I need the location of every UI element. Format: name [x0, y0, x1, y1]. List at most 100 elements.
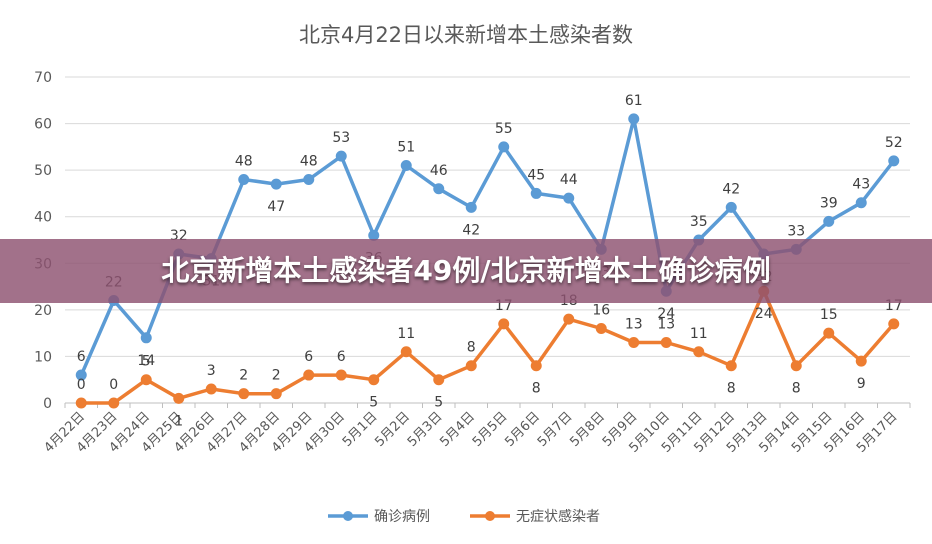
legend-marker — [485, 511, 495, 521]
x-tick-label: 5月2日 — [372, 409, 413, 450]
data-point — [595, 322, 607, 334]
data-point — [465, 360, 477, 372]
data-label: 9 — [857, 376, 866, 392]
data-labels: 6221432314847485336514642554544336124354… — [77, 93, 903, 429]
data-label: 46 — [430, 163, 448, 179]
data-label: 5 — [434, 395, 443, 411]
legend-marker — [343, 511, 353, 521]
headline-text: 北京新增本土感染者49例/北京新增本土确诊病例 — [161, 254, 771, 287]
data-label: 5 — [369, 395, 378, 411]
data-point — [725, 360, 737, 372]
x-tick-label: 5月6日 — [502, 409, 543, 450]
legend: 确诊病例 无症状感染者 — [328, 508, 600, 525]
data-label: 6 — [337, 349, 346, 365]
data-point — [368, 374, 380, 386]
data-label: 0 — [109, 377, 118, 393]
y-tick-label: 20 — [34, 303, 52, 319]
data-point — [270, 178, 282, 190]
data-point — [888, 155, 900, 167]
data-point — [303, 369, 315, 381]
data-point — [823, 215, 835, 227]
data-point — [75, 369, 87, 381]
data-point — [205, 383, 217, 395]
series-line — [81, 289, 896, 405]
data-point — [173, 392, 185, 404]
data-label: 33 — [787, 223, 805, 239]
x-tick-label: 5月7日 — [535, 409, 576, 450]
data-point — [563, 192, 575, 204]
y-tick-label: 10 — [34, 349, 52, 365]
data-point — [140, 374, 152, 386]
data-label: 55 — [495, 121, 513, 137]
data-label: 14 — [137, 353, 155, 369]
data-label: 8 — [792, 381, 801, 397]
y-tick-label: 60 — [34, 117, 52, 133]
x-tick-label: 5月5日 — [470, 409, 511, 450]
y-tick-label: 70 — [34, 70, 52, 86]
y-tick-label: 40 — [34, 210, 52, 226]
data-point — [140, 332, 152, 344]
data-label: 51 — [397, 139, 415, 155]
data-label: 2 — [239, 368, 248, 384]
data-label: 24 — [657, 306, 675, 322]
data-point — [530, 360, 542, 372]
data-point — [335, 369, 347, 381]
data-point — [725, 201, 737, 213]
data-label: 61 — [625, 93, 643, 109]
y-tick-label: 50 — [34, 163, 52, 179]
x-tick-label: 5月3日 — [405, 409, 446, 450]
data-point — [628, 113, 640, 125]
data-label: 42 — [462, 222, 480, 238]
data-label: 45 — [527, 167, 545, 183]
data-label: 6 — [304, 349, 313, 365]
data-label: 47 — [267, 199, 285, 215]
data-point — [465, 201, 477, 213]
data-point — [563, 313, 575, 325]
data-point — [530, 187, 542, 199]
chart-title: 北京4月22日以来新增本土感染者数 — [299, 23, 633, 47]
data-point — [888, 318, 900, 330]
data-point — [303, 173, 315, 185]
data-label: 8 — [532, 381, 541, 397]
data-label: 15 — [820, 307, 838, 323]
data-label: 3 — [207, 363, 216, 379]
data-point — [238, 173, 250, 185]
x-axis: 4月22日4月23日4月24日4月25日4月26日4月27日4月28日4月29日… — [42, 403, 911, 456]
data-label: 48 — [300, 153, 318, 169]
data-point — [855, 197, 867, 209]
data-label: 5 — [142, 354, 151, 370]
data-point — [660, 336, 672, 348]
data-label: 16 — [592, 302, 610, 318]
data-label: 11 — [690, 326, 708, 342]
data-point — [400, 346, 412, 358]
headline-banner: 北京新增本土感染者49例/北京新增本土确诊病例 — [0, 239, 932, 303]
data-point — [75, 397, 87, 409]
data-point — [628, 336, 640, 348]
data-point — [270, 388, 282, 400]
data-label: 1 — [174, 413, 183, 429]
data-label: 24 — [755, 306, 773, 322]
data-point — [433, 183, 445, 195]
data-label: 39 — [820, 195, 838, 211]
data-label: 8 — [467, 340, 476, 356]
data-point — [433, 374, 445, 386]
data-point — [790, 360, 802, 372]
y-tick-label: 0 — [43, 396, 52, 412]
data-point — [855, 355, 867, 367]
data-label: 13 — [657, 316, 675, 332]
data-point — [498, 318, 510, 330]
data-point — [693, 346, 705, 358]
data-label: 0 — [77, 377, 86, 393]
data-point — [108, 397, 120, 409]
data-label: 43 — [852, 177, 870, 193]
data-label: 48 — [235, 153, 253, 169]
data-label: 53 — [332, 130, 350, 146]
data-point — [498, 141, 510, 153]
y-axis: 010203040506070 — [34, 70, 52, 412]
x-tick-label: 5月1日 — [340, 409, 381, 450]
x-tick-label: 5月4日 — [437, 409, 478, 450]
data-point — [238, 388, 250, 400]
data-label: 44 — [560, 172, 578, 188]
data-label: 8 — [727, 381, 736, 397]
data-label: 2 — [272, 368, 281, 384]
